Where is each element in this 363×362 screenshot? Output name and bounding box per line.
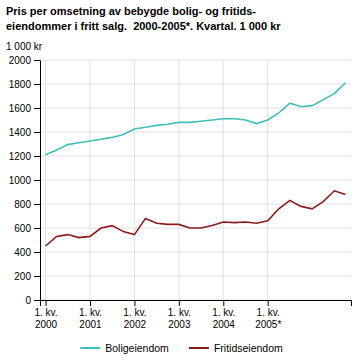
tick-mark [34,60,40,61]
tick-label: 2000 [9,55,32,66]
tick-mark [34,180,40,181]
grid-line [40,276,351,277]
tick-label: 1400 [9,127,32,138]
tick: 1400 [9,127,40,138]
tick-mark [34,84,40,85]
series-group [46,83,346,246]
tick-label: 800 [14,199,31,210]
tick-label: 1. kv.2002 [123,307,146,330]
tick: 1. kv.2000 [34,300,57,330]
legend-label: Boligeiendom [105,342,169,354]
grid-line [223,60,224,300]
tick-mark [268,300,269,306]
tick-label: 0 [25,295,31,306]
tick: 1. kv.2005* [255,300,281,330]
y-axis-label: 1 000 kr [6,41,43,52]
grid-line [267,60,268,300]
tick-label: 1000 [9,175,32,186]
tick-label: 1. kv.2001 [79,307,102,330]
axis-line [41,301,352,307]
tick: 1200 [9,151,40,162]
grid-line [40,108,351,109]
tick-label: 1200 [9,151,32,162]
grid-line [89,60,90,300]
tick-label-line: 2005* [255,319,281,330]
tick-mark [34,132,40,133]
tick-label-line: 1. kv. [34,307,57,318]
tick-label-line: 1. kv. [168,307,191,318]
tick: 400 [14,247,40,258]
tick: 1000 [9,175,40,186]
tick: 800 [14,199,40,210]
tick-mark [90,300,91,306]
grid-line [40,180,351,181]
grid-line [134,60,135,300]
tick-label: 600 [14,223,31,234]
tick-mark [179,300,180,306]
legend-item: Fritidseiendom [189,342,283,354]
grid-line [45,60,46,300]
tick-label: 400 [14,247,31,258]
grid-line [40,60,351,61]
tick-label-line: 1. kv. [212,307,235,318]
legend-swatch [80,347,100,349]
plot: 02004006008001000120014001600180020001. … [9,55,352,330]
tick-mark [34,204,40,205]
grid-line [178,60,179,300]
legend-item: Boligeiendom [80,342,169,354]
x-axis: 1. kv.20001. kv.20011. kv.20021. kv.2003… [34,300,351,330]
tick: 2000 [9,55,40,66]
line [46,83,346,155]
tick-label-line: 2004 [213,319,236,330]
tick: 1800 [9,79,40,90]
tick-label-line: 2002 [124,319,147,330]
tick-mark [34,252,40,253]
tick-label: 1800 [9,79,32,90]
tick-mark [34,228,40,229]
grid-line [40,204,351,205]
chart: Pris per omsetning av bebygde bolig- og … [0,0,363,362]
tick-label: 200 [14,271,31,282]
tick-label: 1. kv.2005* [255,307,281,330]
tick-mark [34,300,40,301]
axis-line [34,61,41,301]
tick: 0 [25,295,40,306]
tick-mark [34,156,40,157]
grid-line [40,252,351,253]
title: eiendommer i fritt salg. 2000-2005*. Kva… [6,20,281,32]
tick-label-line: 2000 [35,319,58,330]
tick-label: 1. kv.2004 [212,307,235,330]
grid-line [40,156,351,157]
tick: 600 [14,223,40,234]
tick-mark [223,300,224,306]
tick: 1. kv.2001 [79,300,102,330]
tick-mark [46,300,47,306]
tick: 200 [14,271,40,282]
tick: 1. kv.2004 [212,300,235,330]
legend-label: Fritidseiendom [214,342,283,354]
tick-label: 1. kv.2000 [34,307,57,330]
legend-swatch [189,347,209,349]
tick-label-line: 2003 [168,319,191,330]
tick-label: 1. kv.2003 [168,307,191,330]
tick-mark [34,276,40,277]
y-axis: 0 200 400 600 800 1000 1200 1400 1600 1800 2000 [9,55,41,306]
tick-label-line: 1. kv. [79,307,102,318]
grid-line [40,132,351,133]
tick: 1600 [9,103,40,114]
tick-label: 1600 [9,103,32,114]
tick-label-line: 2001 [79,319,102,330]
tick: 1. kv.2003 [168,300,191,330]
tick-mark [134,300,135,306]
legend: Boligeiendom Fritidseiendom [80,342,283,354]
grid [40,60,351,300]
title: Pris per omsetning av bebygde bolig- og … [6,5,256,17]
tick: 1. kv.2002 [123,300,146,330]
tick-mark [34,108,40,109]
tick-label-line: 1. kv. [123,307,146,318]
grid-line [40,84,351,85]
line [46,191,346,246]
tick-label-line: 1. kv. [257,307,280,318]
